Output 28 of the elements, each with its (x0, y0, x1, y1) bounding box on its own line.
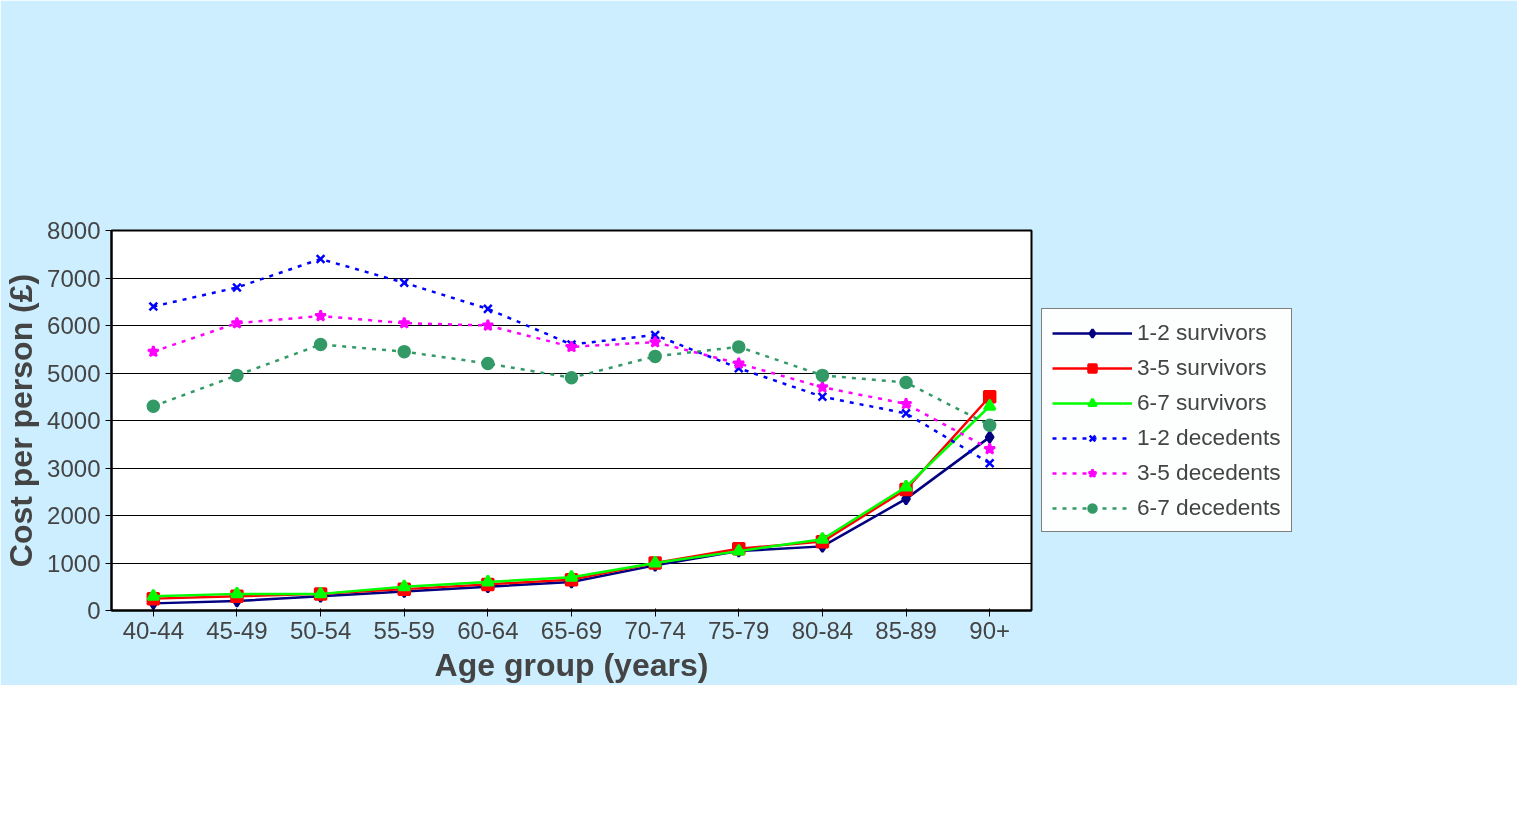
x-tick-label: 60-64 (457, 616, 519, 644)
x-tick-label: 90+ (969, 616, 1011, 644)
x-tick-label: 75-79 (708, 616, 770, 644)
y-tick-label: 5000 (47, 359, 101, 387)
legend-label: 1-2 survivors (1137, 319, 1267, 346)
y-tick-label: 6000 (47, 312, 101, 339)
legend-label: 3-5 decedents (1137, 459, 1281, 486)
x-axis-title: Age group (years) (434, 646, 709, 683)
x-tick-label: 65-69 (540, 616, 603, 644)
x-tick-label: 50-54 (289, 616, 352, 644)
legend-label: 6-7 decedents (1137, 494, 1281, 521)
y-tick-label: 0 (87, 597, 101, 624)
legend-label: 6-7 survivors (1137, 389, 1267, 416)
y-tick-label: 2000 (47, 502, 101, 529)
y-tick-label: 1000 (47, 549, 101, 577)
y-axis-title: Cost per person (£) (3, 273, 40, 568)
y-tick-label: 8000 (47, 217, 101, 244)
x-tick-label: 55-59 (373, 616, 435, 644)
legend-label: 3-5 survivors (1137, 354, 1267, 381)
y-tick-label: 3000 (47, 454, 101, 482)
x-tick-label: 45-49 (206, 616, 268, 644)
y-tick-label: 7000 (47, 264, 101, 292)
x-tick-label: 70-74 (624, 616, 686, 644)
x-tick-label: 40-44 (122, 616, 185, 644)
x-tick-label: 85-89 (875, 616, 937, 644)
y-tick-label: 4000 (47, 407, 101, 434)
x-tick-label: 80-84 (791, 616, 854, 644)
legend-label: 1-2 decedents (1137, 424, 1281, 451)
